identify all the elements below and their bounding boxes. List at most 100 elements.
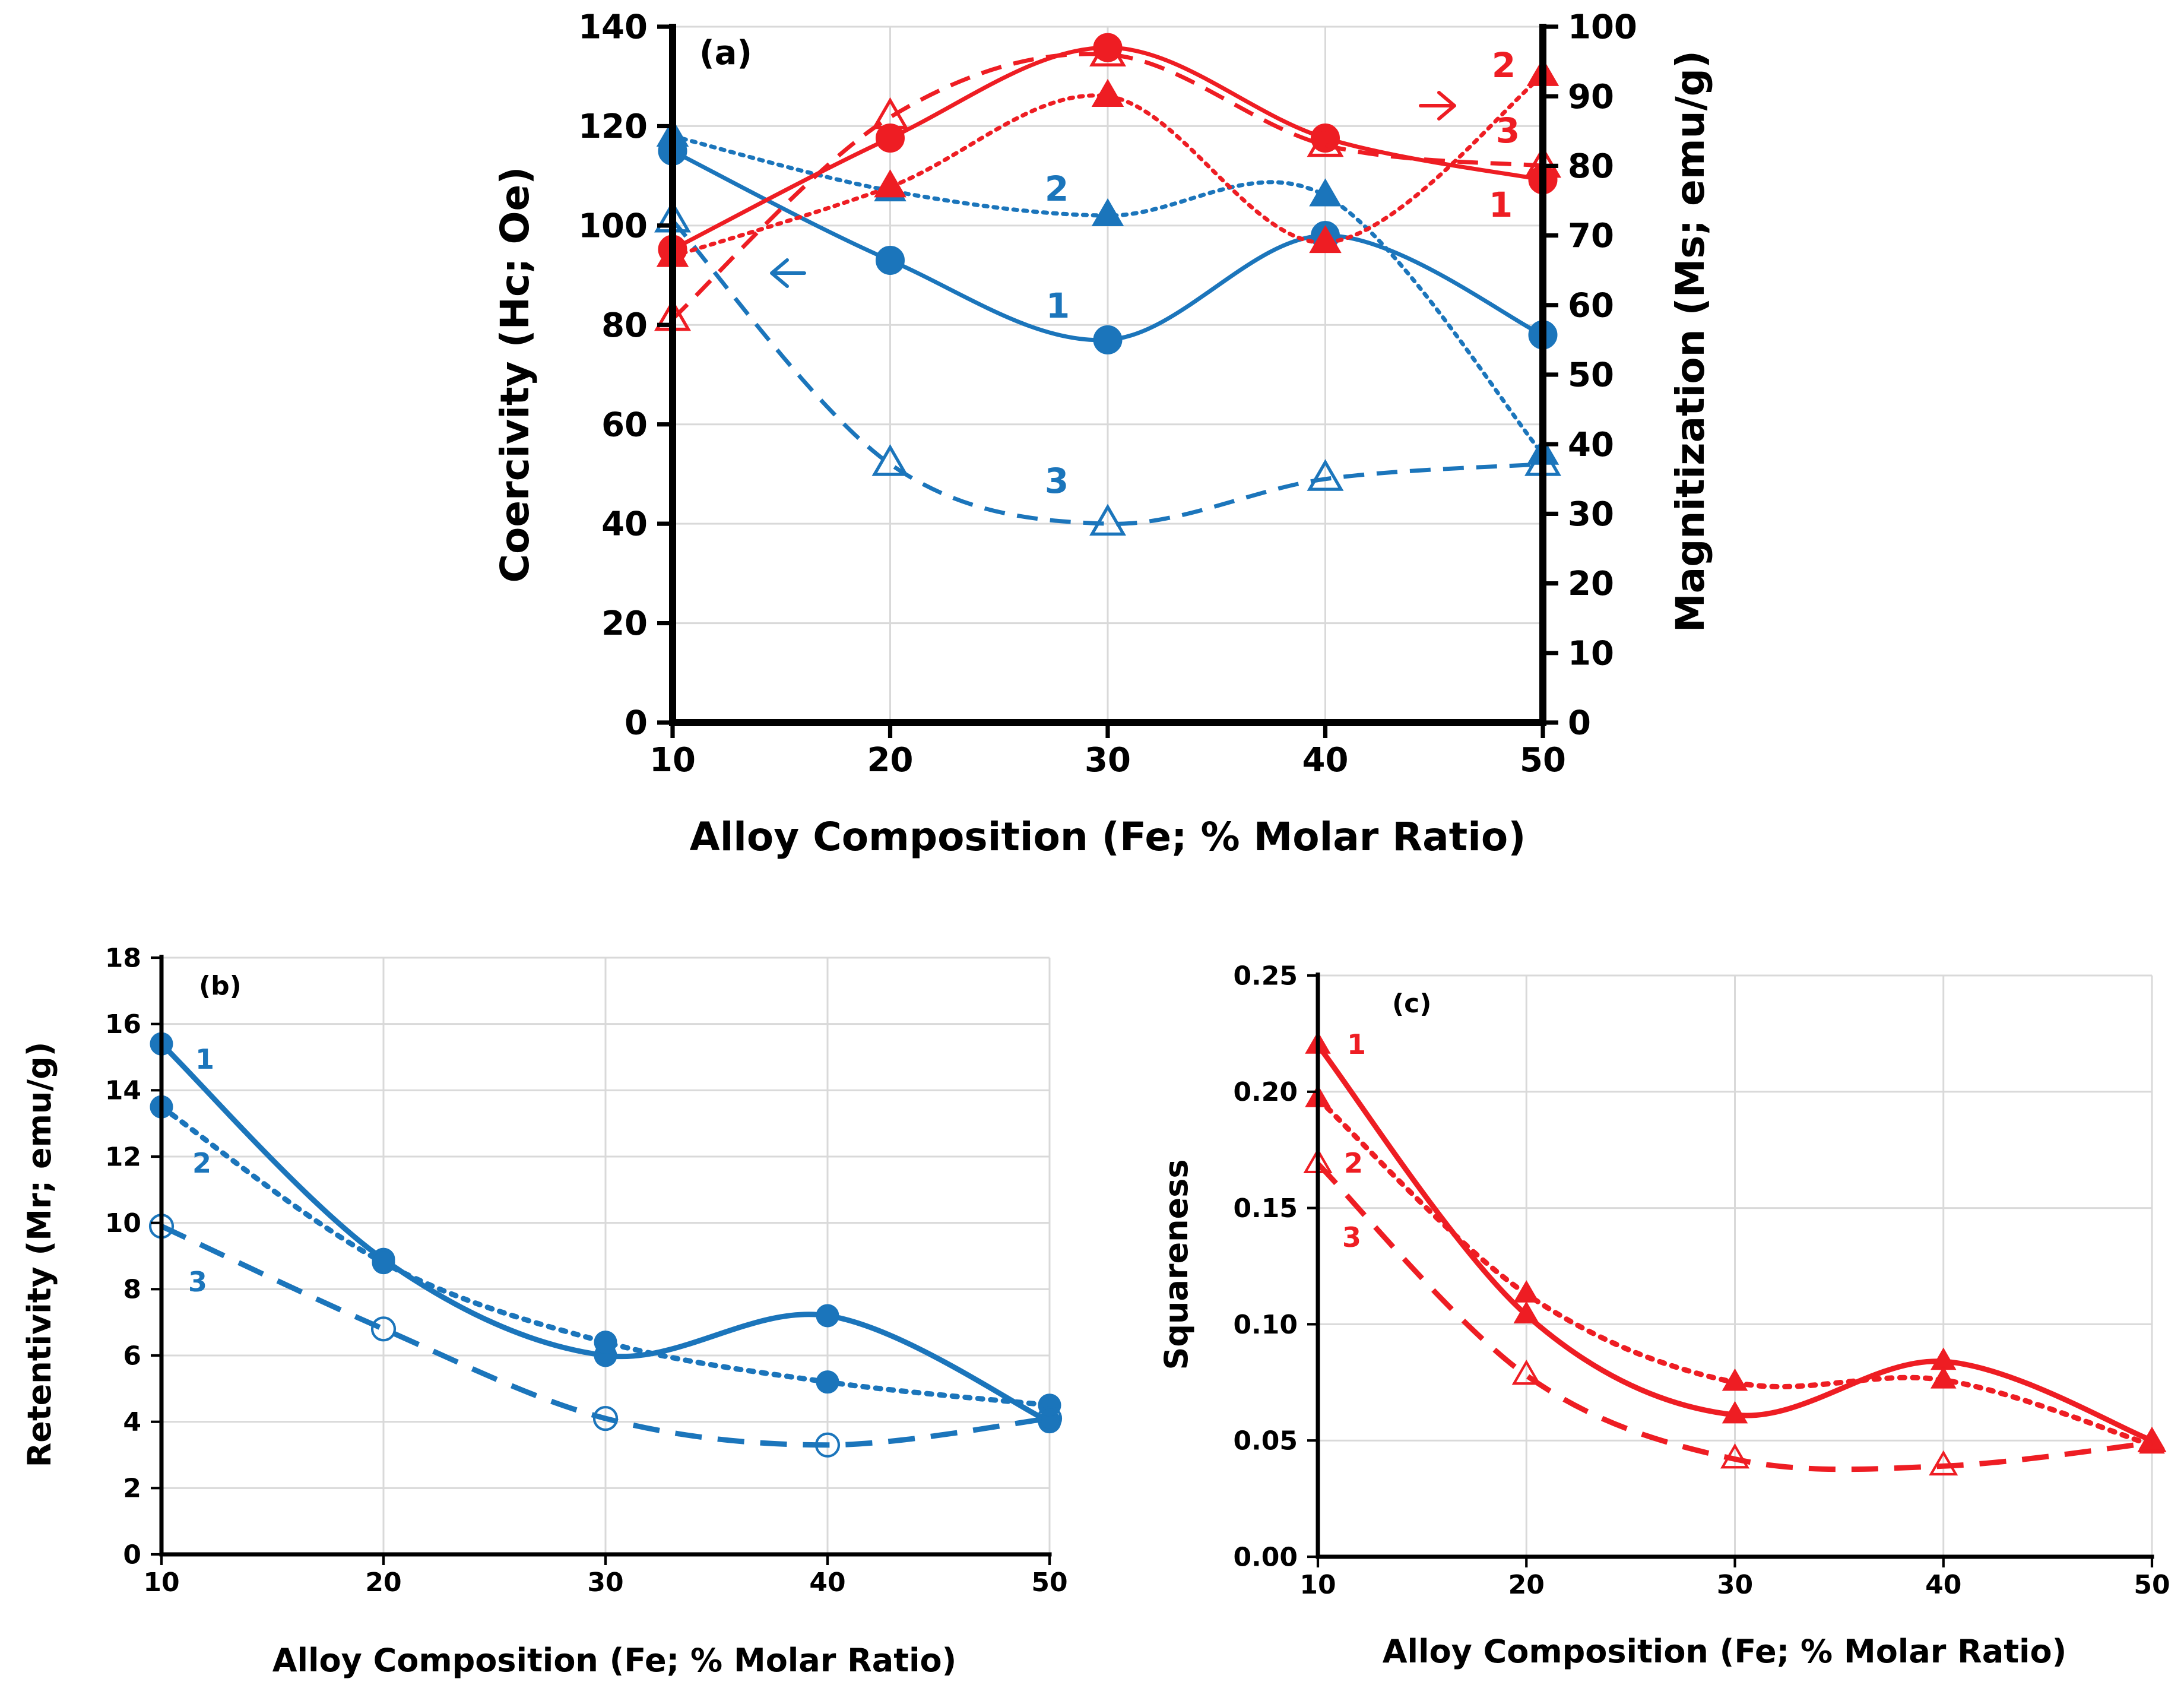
data-point-blue-2 — [816, 1370, 839, 1394]
x-tick-label: 50 — [2134, 1570, 2170, 1600]
series-annotation-blue-2: 2 — [192, 1147, 211, 1179]
data-point-red-3 — [871, 97, 909, 129]
y-axis-title: Retentivity (Mr; emu/g) — [21, 1042, 58, 1468]
data-point-blue-3 — [1089, 503, 1126, 536]
data-point-blue-2 — [1038, 1393, 1061, 1417]
series-line-red-3 — [1316, 1162, 2153, 1472]
series-annotation-blue-3: 3 — [1045, 461, 1069, 501]
x-tick-label: 20 — [365, 1567, 401, 1598]
y-tick-label: 60 — [601, 406, 648, 444]
y2-tick-label: 10 — [1568, 634, 1614, 673]
x-axis-title: Alloy Composition (Fe; % Molar Ratio) — [1383, 1633, 2067, 1670]
data-point-blue-2 — [594, 1331, 617, 1354]
panel-label: (a) — [699, 34, 752, 72]
series-annotation-red-2: 2 — [1492, 45, 1516, 85]
data-point-blue-3 — [871, 444, 909, 476]
data-point-red-3 — [1089, 34, 1126, 66]
y-tick-label: 40 — [601, 505, 648, 544]
data-point-red-3 — [2137, 1427, 2167, 1452]
y-tick-label: 0.25 — [1233, 961, 1298, 991]
y-tick-label: 0 — [123, 1540, 141, 1570]
y-tick-label: 0.20 — [1233, 1077, 1298, 1107]
x-tick-label: 10 — [143, 1567, 179, 1598]
x-tick-label: 30 — [1085, 741, 1131, 780]
y2-tick-label: 70 — [1568, 217, 1614, 255]
data-point-red-1 — [876, 123, 905, 153]
x-tick-label: 30 — [587, 1567, 623, 1598]
right-arrow-icon — [1419, 91, 1456, 121]
y-tick-label: 4 — [123, 1407, 141, 1437]
y2-tick-label: 80 — [1568, 147, 1614, 186]
x-tick-label: 40 — [809, 1567, 845, 1598]
y-tick-label: 20 — [601, 604, 648, 643]
series-line-red-3 — [671, 52, 1543, 321]
y-tick-label: 0.15 — [1233, 1193, 1298, 1224]
data-point-red-3 — [1720, 1443, 1750, 1469]
y-tick-label: 0.05 — [1233, 1426, 1298, 1456]
x-tick-label: 40 — [1302, 741, 1349, 780]
y2-tick-label: 100 — [1568, 8, 1637, 47]
x-tick-label: 10 — [649, 741, 696, 780]
x-tick-label: 40 — [1925, 1570, 1961, 1600]
data-point-blue-1 — [1093, 325, 1123, 354]
y2-tick-label: 20 — [1568, 565, 1614, 603]
series-line-blue-2 — [159, 1104, 1053, 1408]
data-point-blue-2 — [1309, 178, 1342, 207]
y-tick-label: 0.00 — [1233, 1542, 1298, 1572]
data-point-red-3 — [1929, 1450, 1958, 1476]
series-annotation-blue-1: 1 — [195, 1043, 214, 1075]
x-tick-label: 10 — [1299, 1570, 1336, 1600]
y-axis-title: Coercivity (Hc; Oe) — [492, 167, 538, 583]
data-point-red-3 — [1511, 1359, 1541, 1385]
y-tick-label: 0.10 — [1233, 1310, 1298, 1340]
left-arrow-icon — [770, 258, 806, 288]
y-axis-title: Squareness — [1158, 1159, 1195, 1370]
y-tick-label: 0 — [625, 704, 648, 743]
series-annotation-red-3: 3 — [1342, 1221, 1361, 1253]
data-point-blue-3 — [1307, 459, 1344, 491]
y2-tick-label: 30 — [1568, 495, 1614, 534]
y-tick-label: 14 — [105, 1076, 141, 1106]
series-annotation-blue-3: 3 — [188, 1266, 207, 1298]
x-tick-label: 50 — [1031, 1567, 1067, 1598]
chart-panel-c: 10 20 30 40 50 0.00 0.05 0.10 0.15 0.20 0.25 Alloy … — [1158, 961, 2170, 1670]
panel-label: (c) — [1392, 989, 1431, 1019]
y-tick-label: 10 — [105, 1208, 141, 1239]
data-point-red-2 — [1722, 1368, 1748, 1391]
data-point-red-1 — [1722, 1401, 1748, 1424]
y-tick-label: 120 — [578, 107, 648, 146]
x-tick-label: 30 — [1717, 1570, 1753, 1600]
y2-tick-label: 50 — [1568, 356, 1614, 395]
y2-tick-label: 90 — [1568, 78, 1614, 116]
data-point-red-2 — [1513, 1280, 1540, 1303]
series-annotation-red-1: 1 — [1347, 1028, 1366, 1060]
chart-panel-a: 10 20 30 40 50020406080100120140010203040506… — [492, 8, 1713, 860]
y2-tick-label: 40 — [1568, 426, 1614, 464]
x-tick-label: 20 — [1508, 1570, 1545, 1600]
series-annotation-red-2: 2 — [1344, 1147, 1363, 1179]
x-tick-label: 20 — [867, 741, 914, 780]
data-point-blue-1 — [876, 245, 905, 275]
y-tick-label: 6 — [123, 1341, 141, 1371]
y-tick-label: 80 — [601, 306, 648, 345]
data-point-blue-3 — [814, 1432, 841, 1458]
y-tick-label: 140 — [578, 8, 648, 47]
x-tick-label: 50 — [1520, 741, 1566, 780]
series-line-blue-3 — [160, 1224, 1050, 1448]
y2-tick-label: 0 — [1568, 704, 1591, 743]
data-point-blue-2 — [372, 1251, 395, 1275]
series-line-red-2 — [670, 73, 1545, 259]
y2-tick-label: 60 — [1568, 286, 1614, 325]
data-point-blue-3 — [1036, 1405, 1063, 1431]
data-point-red-2 — [1091, 78, 1124, 107]
y-tick-label: 18 — [105, 943, 141, 973]
series-line-blue-2 — [670, 134, 1545, 457]
data-point-red-2 — [874, 169, 906, 198]
y-tick-label: 16 — [105, 1009, 141, 1040]
data-point-blue-1 — [816, 1304, 839, 1328]
series-annotation-blue-1: 1 — [1046, 286, 1070, 326]
data-point-red-3 — [1307, 125, 1344, 157]
data-point-red-2 — [1930, 1366, 1957, 1389]
